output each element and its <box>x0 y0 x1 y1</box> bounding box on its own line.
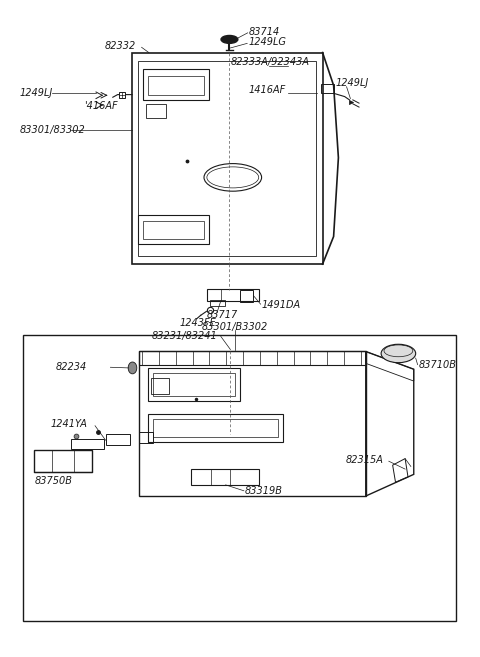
Ellipse shape <box>381 344 416 363</box>
Text: 1249LJ: 1249LJ <box>19 88 52 99</box>
Text: 83231/83241: 83231/83241 <box>152 331 217 342</box>
Text: '416AF: '416AF <box>84 101 118 112</box>
Text: 83714: 83714 <box>249 26 280 37</box>
Ellipse shape <box>128 362 137 374</box>
Ellipse shape <box>221 35 238 43</box>
Text: 83717: 83717 <box>206 310 238 321</box>
Text: 1243FE: 1243FE <box>180 318 217 328</box>
Text: 83319B: 83319B <box>245 486 283 497</box>
Text: 1241YA: 1241YA <box>50 419 87 429</box>
Text: 83710B: 83710B <box>419 359 456 370</box>
Text: 82333A/92343A: 82333A/92343A <box>230 57 310 68</box>
Text: 83301/B3302: 83301/B3302 <box>202 322 268 332</box>
Text: 83750B: 83750B <box>35 476 73 486</box>
Text: 1416AF: 1416AF <box>249 85 286 95</box>
Text: 1491DA: 1491DA <box>262 300 301 310</box>
Text: 82234: 82234 <box>56 361 87 372</box>
Text: 82315A: 82315A <box>346 455 384 465</box>
Text: 1249LG: 1249LG <box>249 37 287 47</box>
Text: 83301/83302: 83301/83302 <box>19 125 85 135</box>
Text: 82332: 82332 <box>105 41 136 51</box>
Text: 1249LJ: 1249LJ <box>336 78 369 89</box>
